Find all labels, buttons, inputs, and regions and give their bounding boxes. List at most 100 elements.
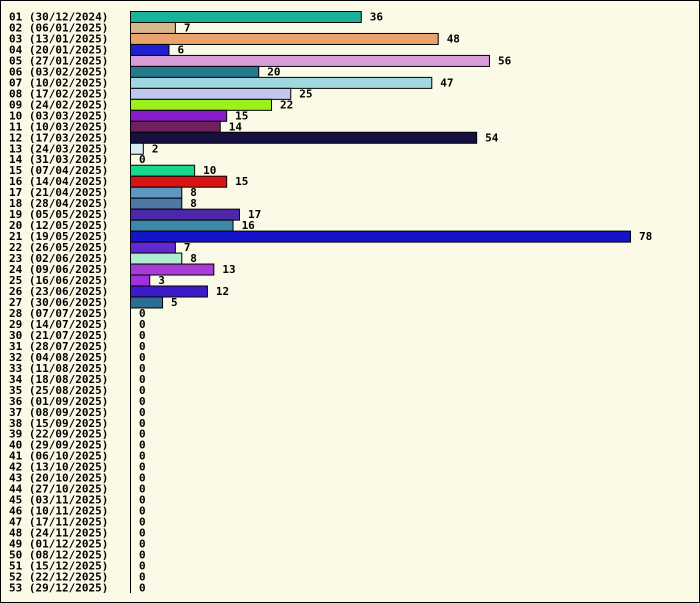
bar [130, 296, 164, 309]
bar [130, 219, 234, 232]
data-label: 56 [498, 54, 512, 67]
data-label: 0 [139, 450, 146, 463]
data-label: 17 [248, 208, 261, 221]
category-label: 33 (11/08/2025) [9, 362, 108, 375]
category-label: 44 (27/10/2025) [9, 483, 108, 496]
category-label: 18 (28/04/2025) [9, 197, 108, 210]
data-label: 48 [447, 32, 460, 45]
category-label: 27 (30/06/2025) [9, 296, 108, 309]
category-label: 25 (16/06/2025) [9, 274, 108, 287]
category-label: 04 (20/01/2025) [9, 43, 108, 56]
category-label: 29 (14/07/2025) [9, 318, 108, 331]
bar [130, 252, 183, 265]
bar [130, 197, 183, 210]
data-label: 8 [190, 186, 197, 199]
bar [130, 21, 176, 34]
category-label: 41 (06/10/2025) [9, 450, 108, 463]
data-label: 12 [216, 285, 229, 298]
bar [130, 142, 144, 155]
bar [130, 65, 260, 78]
category-label: 48 (24/11/2025) [9, 527, 108, 540]
data-label: 0 [139, 373, 146, 386]
category-label: 38 (15/09/2025) [9, 417, 108, 430]
data-label: 8 [190, 252, 197, 265]
data-label: 0 [139, 406, 146, 419]
data-label: 0 [139, 461, 146, 474]
category-label: 34 (18/08/2025) [9, 373, 108, 386]
data-label: 36 [370, 10, 384, 23]
category-label: 22 (26/05/2025) [9, 241, 108, 254]
data-label: 0 [139, 527, 146, 540]
category-label: 01 (30/12/2024) [9, 10, 108, 23]
category-label: 23 (02/06/2025) [9, 252, 108, 265]
category-label: 30 (21/07/2025) [9, 329, 108, 342]
bar [130, 263, 215, 276]
data-label: 0 [139, 472, 146, 485]
category-label: 35 (25/08/2025) [9, 384, 108, 397]
bar [130, 98, 273, 111]
category-label: 28 (07/07/2025) [9, 307, 108, 320]
bar [130, 186, 183, 199]
data-label: 7 [184, 21, 191, 34]
category-label: 05 (27/01/2025) [9, 54, 108, 67]
category-label: 20 (12/05/2025) [9, 219, 108, 232]
category-label: 36 (01/09/2025) [9, 395, 108, 408]
data-label: 0 [139, 505, 146, 518]
bar [130, 32, 439, 45]
data-label: 16 [242, 219, 256, 232]
data-label: 54 [485, 131, 499, 144]
bar [130, 274, 151, 287]
data-label: 0 [139, 570, 146, 583]
category-label: 43 (20/10/2025) [9, 472, 108, 485]
category-label: 17 (21/04/2025) [9, 186, 108, 199]
category-label: 46 (10/11/2025) [9, 505, 108, 518]
category-label: 07 (10/02/2025) [9, 76, 108, 89]
data-label: 47 [440, 76, 453, 89]
category-label: 50 (08/12/2025) [9, 549, 108, 562]
category-label: 39 (22/09/2025) [9, 428, 108, 441]
category-label: 47 (17/11/2025) [9, 516, 108, 529]
category-label: 19 (05/05/2025) [9, 208, 108, 221]
category-label: 51 (15/12/2025) [9, 559, 108, 572]
bar [130, 241, 176, 254]
data-label: 0 [139, 538, 146, 551]
data-label: 0 [139, 351, 146, 364]
bar [130, 43, 170, 56]
category-label: 40 (29/09/2025) [9, 439, 108, 452]
category-label: 21 (19/05/2025) [9, 230, 108, 243]
data-label: 0 [139, 428, 146, 441]
data-label: 0 [139, 384, 146, 397]
data-label: 78 [639, 230, 652, 243]
data-label: 20 [267, 65, 280, 78]
category-label: 09 (24/02/2025) [9, 98, 108, 111]
category-label: 49 (01/12/2025) [9, 538, 108, 551]
bar [130, 54, 490, 67]
data-label: 0 [139, 153, 146, 166]
data-label: 0 [139, 395, 146, 408]
data-label: 3 [158, 274, 165, 287]
data-label: 8 [190, 197, 197, 210]
category-label: 06 (03/02/2025) [9, 65, 108, 78]
data-label: 15 [235, 109, 248, 122]
data-label: 15 [235, 175, 248, 188]
data-label: 0 [139, 318, 146, 331]
category-label: 03 (13/01/2025) [9, 32, 108, 45]
data-label: 25 [299, 87, 312, 100]
category-label: 12 (17/03/2025) [9, 131, 108, 144]
data-label: 0 [139, 439, 146, 452]
category-label: 37 (08/09/2025) [9, 406, 108, 419]
bar [130, 11, 362, 23]
category-label: 08 (17/02/2025) [9, 87, 108, 100]
data-label: 14 [229, 120, 243, 133]
data-label: 0 [139, 307, 146, 320]
bar [130, 285, 208, 298]
bar [130, 164, 196, 177]
bar [130, 208, 240, 221]
category-label: 02 (06/01/2025) [9, 21, 108, 34]
data-label: 7 [184, 241, 191, 254]
data-label: 0 [139, 581, 146, 594]
data-label: 0 [139, 362, 146, 375]
category-label: 13 (24/03/2025) [9, 142, 108, 155]
